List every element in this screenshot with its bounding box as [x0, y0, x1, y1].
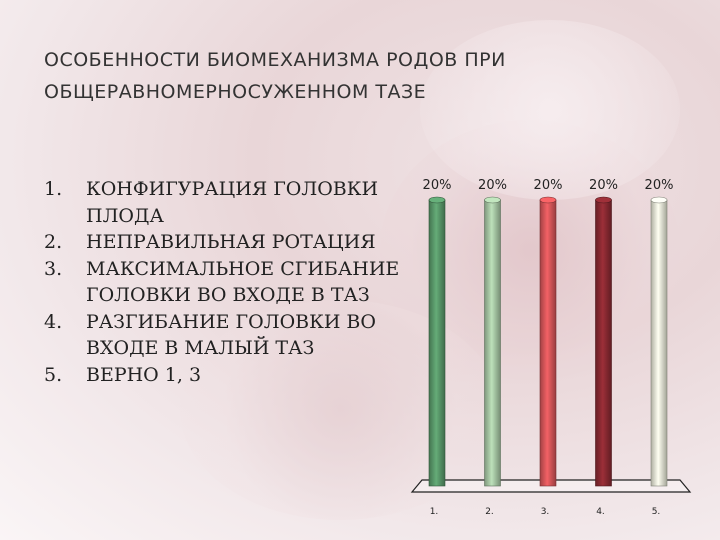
background-photo-shade: [180, 300, 500, 520]
option-text: КОНФИГУРАЦИЯ ГОЛОВКИ ПЛОДА: [86, 178, 379, 227]
option-text: РАЗГИБАНИЕ ГОЛОВКИ ВО ВХОДЕ В МАЛЫЙ ТАЗ: [86, 310, 376, 360]
bar: [650, 199, 668, 487]
x-tick-label: 2.: [485, 507, 494, 517]
slide-title-line-1: ОСОБЕННОСТИ БИОМЕХАНИЗМА РОДОВ ПРИ: [44, 49, 506, 71]
bar: [595, 199, 612, 487]
option-text: НЕПРАВИЛЬНАЯ РОТАЦИЯ: [86, 231, 376, 253]
option-number: 3.: [44, 257, 63, 280]
bar-top: [428, 196, 446, 204]
bar-data-label: 20%: [534, 178, 563, 193]
x-tick-label: 1.: [430, 507, 439, 517]
slide-title: ОСОБЕННОСТИ БИОМЕХАНИЗМА РОДОВ ПРИ ОБЩЕР…: [44, 44, 664, 108]
option-number: 2.: [44, 231, 63, 253]
bar-top: [650, 196, 668, 204]
slide-title-line-2: ОБЩЕРАВНОМЕРНОСУЖЕННОМ ТАЗЕ: [44, 81, 427, 103]
answer-option: 5. ВЕРНО 1, 3: [44, 362, 414, 389]
bar: [428, 199, 446, 487]
bar-top: [484, 196, 501, 204]
option-number: 5.: [44, 363, 63, 386]
answer-option: 1. КОНФИГУРАЦИЯ ГОЛОВКИ ПЛОДА: [44, 176, 414, 229]
x-tick-label: 5.: [652, 507, 661, 517]
answer-option: 2. НЕПРАВИЛЬНАЯ РОТАЦИЯ: [44, 229, 414, 256]
option-number: 4.: [44, 310, 63, 333]
answer-option: 4. РАЗГИБАНИЕ ГОЛОВКИ ВО ВХОДЕ В МАЛЫЙ ТА…: [44, 309, 414, 362]
bar-data-label: 20%: [645, 178, 674, 193]
bar: [484, 199, 501, 487]
bar: [539, 199, 557, 487]
answer-option: 3. МАКСИМАЛЬНОЕ СГИБАНИЕ ГОЛОВКИ ВО ВХОДЕ…: [44, 256, 414, 309]
option-text: МАКСИМАЛЬНОЕ СГИБАНИЕ ГОЛОВКИ ВО ВХОДЕ В…: [86, 257, 400, 307]
answer-options-list: 1. КОНФИГУРАЦИЯ ГОЛОВКИ ПЛОДА 2. НЕПРАВИЛЬ…: [44, 176, 414, 388]
x-tick-label: 3.: [541, 507, 550, 517]
option-text: ВЕРНО 1, 3: [86, 363, 202, 386]
bar-data-label: 20%: [423, 178, 452, 193]
x-tick-label: 4.: [596, 507, 605, 517]
bar-top: [539, 196, 557, 204]
bar-top: [595, 196, 612, 204]
background-photo-highlight: [420, 20, 680, 200]
bar-data-label: 20%: [478, 178, 507, 193]
option-number: 1.: [44, 178, 63, 200]
bar-data-label: 20%: [589, 178, 618, 193]
